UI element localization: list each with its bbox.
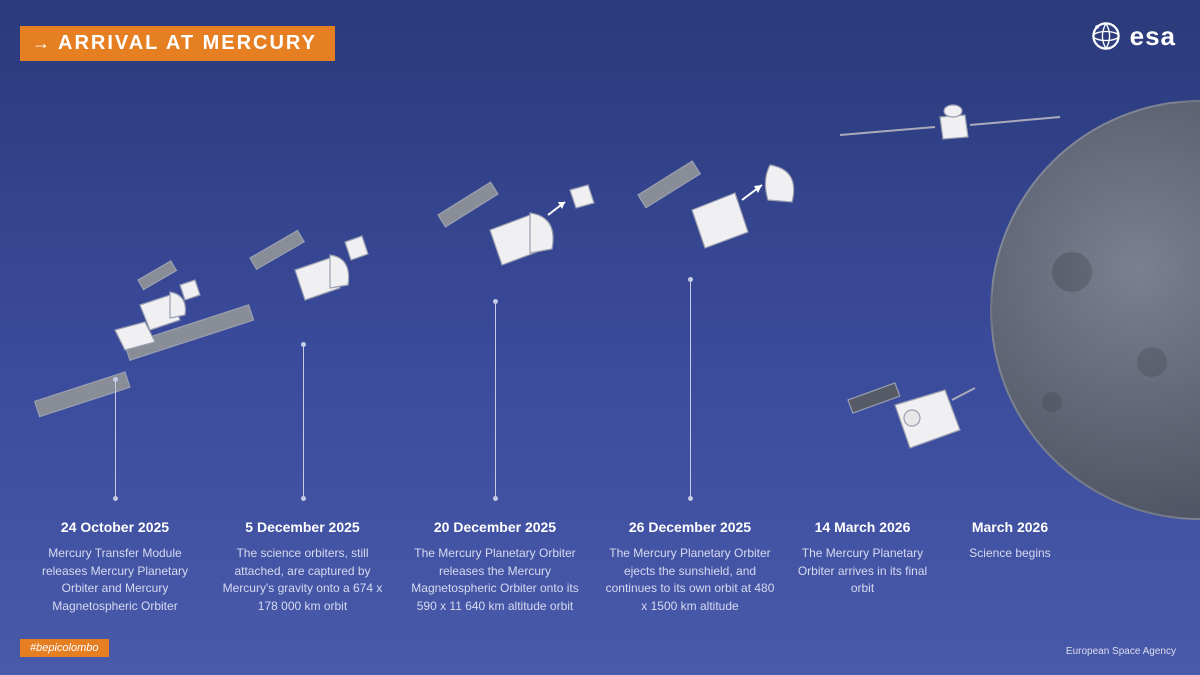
stage-date: 26 December 2025 <box>603 519 777 535</box>
stage-date: 5 December 2025 <box>218 519 387 535</box>
stage-date: 20 December 2025 <box>403 519 587 535</box>
stage-6: March 2026 Science begins <box>940 519 1080 615</box>
stage-2: 5 December 2025 The science orbiters, sti… <box>210 519 395 615</box>
page-title: ARRIVAL AT MERCURY <box>58 32 317 55</box>
connector-line <box>690 279 691 499</box>
esa-logo: esa <box>1088 18 1176 54</box>
connector-line <box>115 379 116 499</box>
connector-line <box>303 344 304 499</box>
stage-date: 14 March 2026 <box>793 519 932 535</box>
spacecraft-mpo-final <box>840 370 990 485</box>
stage-4: 26 December 2025 The Mercury Planetary Or… <box>595 519 785 615</box>
stage-description: Science begins <box>948 545 1072 562</box>
stage-3: 20 December 2025 The Mercury Planetary Or… <box>395 519 595 615</box>
stage-date: 24 October 2025 <box>28 519 202 535</box>
stage-description: The science orbiters, still attached, ar… <box>218 545 387 615</box>
stage-1: 24 October 2025 Mercury Transfer Module r… <box>20 519 210 615</box>
stage-description: The Mercury Planetary Orbiter releases t… <box>403 545 587 615</box>
spacecraft-stage-4 <box>630 140 830 305</box>
arrow-icon: → <box>32 33 50 54</box>
credit-text: European Space Agency <box>1066 646 1176 657</box>
hashtag-badge: #bepicolombo <box>20 639 109 657</box>
esa-logo-text: esa <box>1130 21 1176 52</box>
timeline-stages: 24 October 2025 Mercury Transfer Module r… <box>20 519 1180 615</box>
esa-logo-icon <box>1088 18 1124 54</box>
stage-5: 14 March 2026 The Mercury Planetary Orbit… <box>785 519 940 615</box>
stage-description: Mercury Transfer Module releases Mercury… <box>28 545 202 615</box>
spacecraft-stage-1 <box>30 250 260 425</box>
title-bar: → ARRIVAL AT MERCURY <box>20 26 335 61</box>
stage-description: The Mercury Planetary Orbiter arrives in… <box>793 545 932 597</box>
connector-line <box>495 301 496 499</box>
spacecraft-stage-2 <box>240 210 400 355</box>
stage-description: The Mercury Planetary Orbiter ejects the… <box>603 545 777 615</box>
spacecraft-stage-3 <box>430 165 630 320</box>
stage-date: March 2026 <box>948 519 1072 535</box>
spacecraft-mmo-final <box>835 95 1065 170</box>
